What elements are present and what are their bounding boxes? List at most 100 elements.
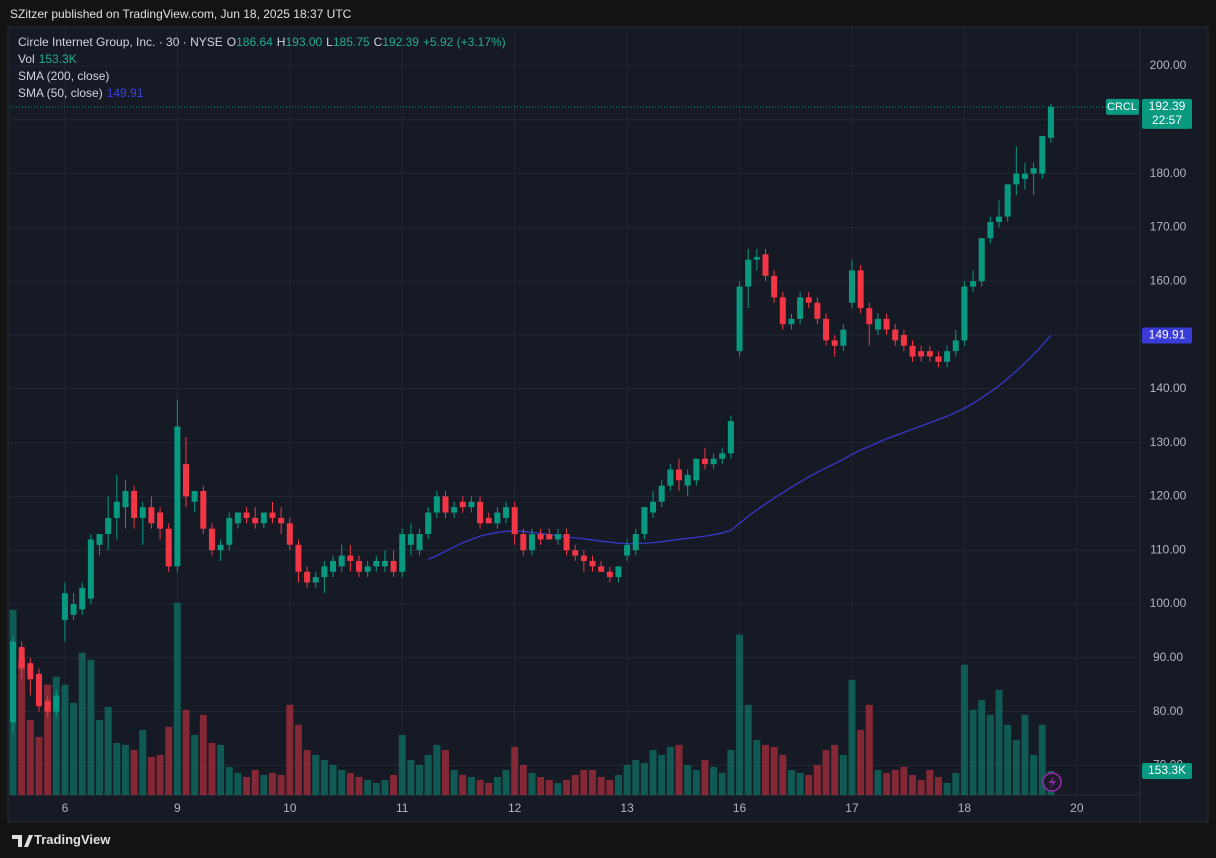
y-tick-label: 120.00 xyxy=(1150,489,1187,503)
countdown-label: 22:57 xyxy=(1152,113,1182,127)
candle-body xyxy=(35,673,42,707)
candle-body xyxy=(580,555,587,561)
volume-bar xyxy=(346,772,354,795)
x-tick-label: 16 xyxy=(733,801,747,815)
volume-bar xyxy=(44,684,52,795)
volume-bar xyxy=(243,776,251,795)
volume-bar xyxy=(822,749,830,795)
quote-value: 185.75 xyxy=(332,35,370,49)
volume-bar xyxy=(848,679,856,795)
candle-body xyxy=(442,496,449,513)
volume-bar xyxy=(87,659,95,795)
candle-body xyxy=(667,469,674,486)
candle-body xyxy=(96,534,103,545)
volume-bar xyxy=(563,779,571,795)
volume-bar xyxy=(511,746,519,795)
volume-bar xyxy=(658,754,666,795)
candle-body xyxy=(944,351,951,362)
volume-bar xyxy=(355,776,363,795)
candle-body xyxy=(719,453,726,459)
candle-body xyxy=(485,517,492,524)
volume-bar xyxy=(718,772,726,795)
volume-bar xyxy=(485,782,493,795)
volume-bar xyxy=(787,769,795,795)
volume-bar xyxy=(191,734,199,795)
volume-tag-label: 153.3K xyxy=(1148,763,1186,777)
volume-bar xyxy=(874,769,882,795)
candle-body xyxy=(18,647,25,669)
candle-body xyxy=(745,259,752,287)
candle-body xyxy=(658,485,665,502)
volume-bar xyxy=(891,769,899,795)
volume-bar xyxy=(26,719,34,795)
candle-body xyxy=(753,256,760,260)
volume-bar xyxy=(407,759,415,795)
volume-bar xyxy=(640,762,648,795)
volume-bar xyxy=(934,776,942,795)
volume-bar xyxy=(839,754,847,795)
candle-body xyxy=(477,501,484,524)
symbol-title: Circle Internet Group, Inc. · 30 · NYSE xyxy=(18,35,223,49)
volume-bar xyxy=(1012,739,1020,795)
brand-logo xyxy=(12,835,33,847)
candle-body xyxy=(433,496,440,513)
candle-body xyxy=(598,566,605,572)
volume-bar xyxy=(684,764,692,795)
volume-bar xyxy=(173,602,181,795)
alert-bolt xyxy=(1049,776,1056,789)
volume-bar xyxy=(433,744,441,795)
candle-body xyxy=(234,512,241,524)
candle-body xyxy=(606,571,613,578)
volume-bar xyxy=(597,776,605,795)
volume-bar xyxy=(1021,714,1029,795)
candle-body xyxy=(840,329,847,346)
candle-body xyxy=(693,458,700,481)
candle-body xyxy=(304,571,311,583)
candle-body xyxy=(191,491,198,502)
volume-bar xyxy=(476,779,484,795)
volume-bar xyxy=(320,759,328,795)
y-tick-label: 110.00 xyxy=(1150,542,1186,556)
x-tick-label: 20 xyxy=(1070,801,1084,815)
y-tick-label: 170.00 xyxy=(1150,220,1187,234)
candle-body xyxy=(952,340,959,352)
candle-body xyxy=(87,539,94,599)
volume-bar xyxy=(528,772,536,795)
candle-body xyxy=(105,517,112,535)
volume-bar xyxy=(632,759,640,795)
volume-bar xyxy=(78,652,86,795)
volume-bar xyxy=(165,726,173,795)
candle-body xyxy=(572,550,579,556)
volume-bar xyxy=(312,754,320,795)
candle-body xyxy=(390,560,397,572)
legend-row: Vol 153.3K xyxy=(18,51,510,68)
candle-body xyxy=(131,491,138,518)
legend-row: Circle Internet Group, Inc. · 30 · NYSE O… xyxy=(18,34,510,51)
candle-body xyxy=(451,507,458,513)
candle-body xyxy=(528,534,535,551)
symbol-tag xyxy=(1106,98,1139,115)
volume-bar xyxy=(736,634,744,795)
volume-bar xyxy=(121,744,129,795)
candle-body xyxy=(330,560,337,572)
candle-body xyxy=(814,302,821,319)
x-tick-label: 12 xyxy=(508,801,522,815)
candle-body xyxy=(10,641,17,723)
volume-bar xyxy=(329,764,337,795)
volume-bar xyxy=(493,776,501,795)
volume-bar xyxy=(441,749,449,795)
x-tick-label: 13 xyxy=(620,801,634,815)
candle-body xyxy=(996,216,1003,223)
volume-bar xyxy=(943,782,951,795)
symbol-tag-label: CRCL xyxy=(1107,101,1137,113)
candle-body xyxy=(650,501,657,513)
volume-bar xyxy=(831,744,839,795)
candle-body xyxy=(373,560,380,567)
candle-body xyxy=(208,528,215,551)
volume-bar xyxy=(139,729,147,795)
y-tick-label: 130.00 xyxy=(1150,435,1187,449)
volume-bar xyxy=(113,742,121,795)
x-tick-label: 18 xyxy=(958,801,972,815)
candle-body xyxy=(183,464,190,497)
